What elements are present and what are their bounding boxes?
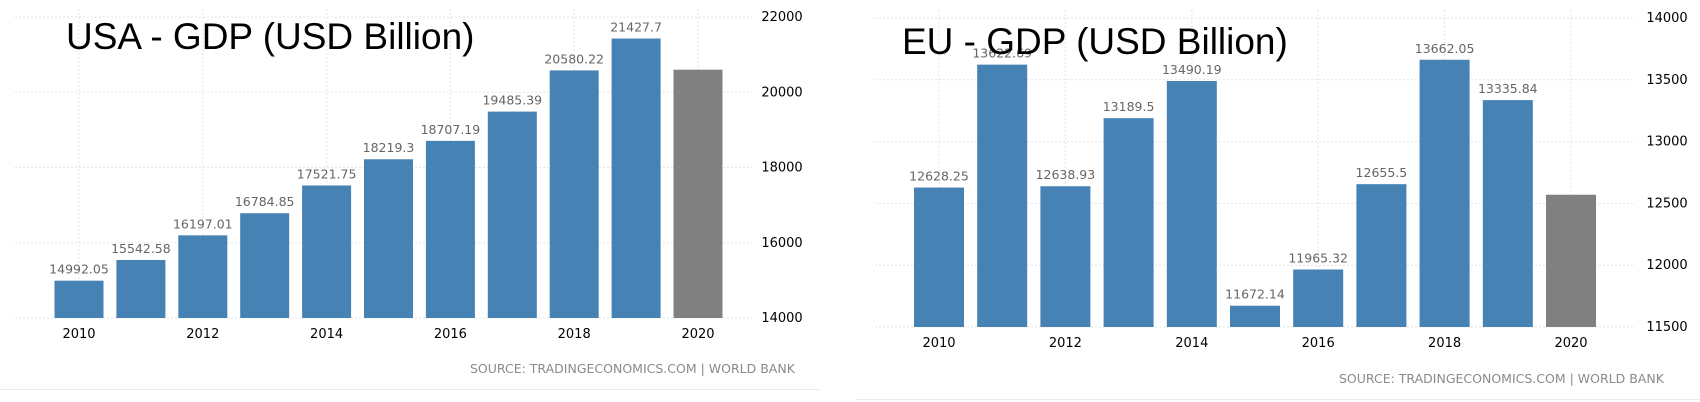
usa-x-tick-label: 2018 [558,327,591,342]
usa-value-label-2019: 21427.7 [610,20,662,35]
usa-bar-2015 [364,159,413,318]
usa-x-tick-label: 2014 [310,327,343,342]
eu-bar-2016 [1293,269,1344,327]
eu-value-label-2012: 12638.93 [1036,167,1096,182]
eu-value-label-2010: 12628.25 [909,169,969,184]
usa-bar-2011 [116,259,166,318]
usa-value-label-2014: 17521.75 [297,166,357,181]
eu-source-note: SOURCE: TRADINGECONOMICS.COM | WORLD BAN… [1339,371,1664,386]
usa-bar-2014 [302,185,352,318]
usa-gdp-chart: 14000 16000 18000 20000 22000 14992.0515542.5… [15,9,803,342]
eu-bar-2012 [1040,186,1091,327]
usa-value-label-2016: 18707.19 [421,122,481,137]
usa-value-label-2011: 15542.58 [111,241,171,256]
usa-chart-title: USA - GDP (USD Billion) [66,16,475,57]
eu-value-label-2013: 13189.5 [1103,99,1155,114]
usa-source-note: SOURCE: TRADINGECONOMICS.COM | WORLD BAN… [470,361,795,376]
eu-bar-2017 [1356,184,1407,327]
usa-value-label-2017: 19485.39 [482,93,542,108]
eu-x-tick-label: 2016 [1302,336,1335,351]
usa-y-tick-label: 20000 [761,85,802,100]
usa-y-tick-label: 18000 [761,161,802,176]
usa-y-tick-label: 22000 [761,10,802,25]
eu-bottom-divider [855,399,1700,400]
eu-y-tick-label: 13500 [1646,73,1687,88]
eu-gdp-chart-panel: 11500 12000 12500 13000 13500 14000 12628.25 13… [855,0,1700,402]
usa-bar-2018 [549,70,599,318]
eu-value-label-2016: 11965.32 [1288,250,1348,265]
eu-bar-2014 [1166,81,1217,327]
eu-value-label-2015: 11672.14 [1225,287,1285,302]
usa-x-tick-label: 2016 [434,327,467,342]
usa-value-label-2012: 16197.01 [173,216,233,231]
usa-bar-2017 [487,111,537,318]
usa-y-tick-label: 14000 [761,311,802,326]
eu-x-tick-label: 2010 [922,336,955,351]
eu-value-label-2017: 12655.5 [1356,165,1408,180]
eu-x-tick-label: 2020 [1554,336,1587,351]
usa-x-tick-label: 2012 [186,327,219,342]
eu-bar-2011 [977,64,1028,328]
usa-value-label-2015: 18219.3 [363,140,415,155]
eu-value-label-2018: 13662.05 [1415,41,1475,56]
usa-bar-2010 [54,280,104,318]
eu-y-tick-label: 14000 [1646,11,1687,26]
eu-x-tick-label: 2014 [1175,336,1208,351]
eu-bar-2018 [1419,59,1470,327]
eu-bar-2019 [1482,100,1533,327]
eu-y-tick-label: 12000 [1646,258,1687,273]
usa-x-tick-label: 2020 [681,327,714,342]
eu-y-tick-label: 11500 [1646,320,1687,335]
usa-bar-2013 [240,213,290,318]
eu-y-tick-label: 12500 [1646,196,1687,211]
eu-y-tick-label: 13000 [1646,135,1687,150]
eu-bar-2015 [1230,305,1280,327]
usa-x-tick-label: 2010 [62,327,95,342]
eu-bar-2020 [1546,194,1596,327]
eu-chart-title: EU - GDP (USD Billion) [902,21,1288,62]
usa-value-label-2010: 14992.05 [49,262,109,277]
usa-gdp-chart-panel: 14000 16000 18000 20000 22000 14992.05 15542.5… [0,0,830,402]
usa-bottom-divider [0,389,820,390]
usa-y-tick-label: 16000 [761,236,802,251]
eu-value-label-2011: 13622.69 [972,46,1032,61]
usa-value-label-2013: 16784.85 [235,194,295,209]
eu-value-label-2014: 13490.19 [1162,62,1222,77]
usa-bar-2020 [673,69,723,318]
eu-bar-2013 [1103,118,1154,328]
eu-x-tick-label: 2012 [1049,336,1082,351]
usa-value-label-2018: 20580.22 [544,51,604,66]
eu-bar-2010 [914,187,964,327]
eu-gdp-chart: 11500 12000 12500 13000 13500 14000 12628.25 13… [875,10,1688,351]
usa-bar-2016 [425,140,475,318]
eu-value-label-2019: 13335.84 [1478,81,1538,96]
eu-x-tick-label: 2018 [1428,336,1461,351]
usa-bar-2012 [178,235,228,318]
usa-bar-2019 [611,38,661,319]
